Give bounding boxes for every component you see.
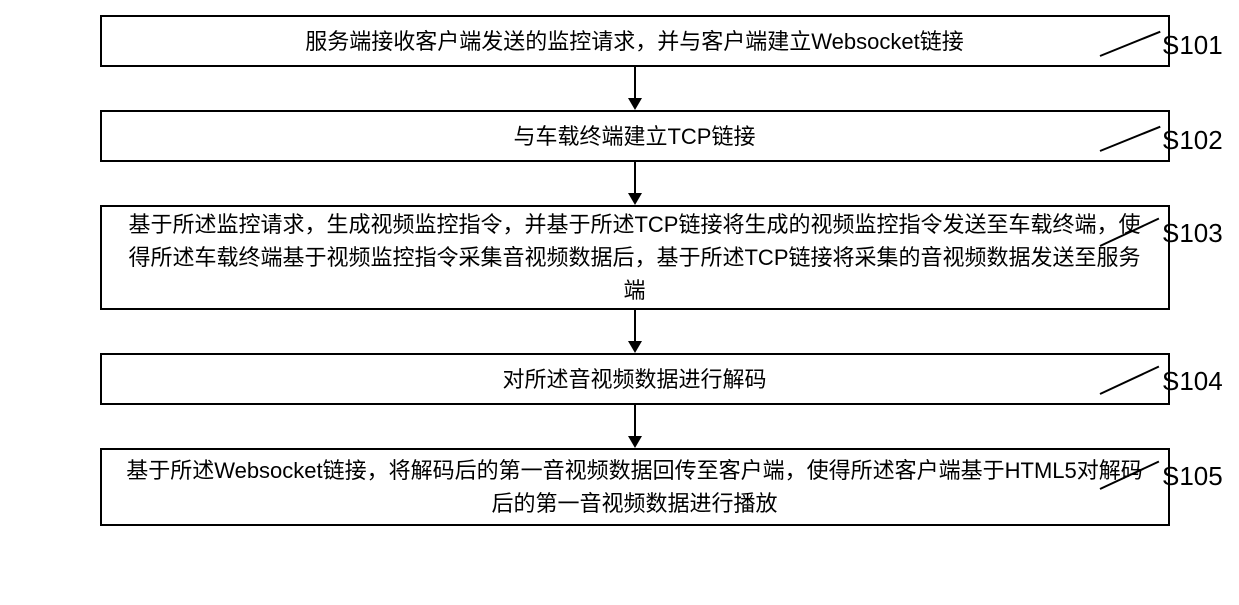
- step-label-s103: S103: [1162, 218, 1223, 249]
- step-box-s103: 基于所述监控请求，生成视频监控指令，并基于所述TCP链接将生成的视频监控指令发送…: [100, 205, 1170, 310]
- label-text: S103: [1162, 218, 1223, 248]
- step-box-s102: 与车载终端建立TCP链接: [100, 110, 1170, 162]
- arrow-line: [634, 67, 636, 99]
- step-box-s104: 对所述音视频数据进行解码: [100, 353, 1170, 405]
- label-text: S102: [1162, 125, 1223, 155]
- step-label-s105: S105: [1162, 461, 1223, 492]
- step-container-5: 基于所述Websocket链接，将解码后的第一音视频数据回传至客户端，使得所述客…: [0, 448, 1239, 526]
- step-container-2: 与车载终端建立TCP链接 S102: [0, 110, 1239, 162]
- arrow-1: [628, 67, 642, 110]
- arrow-2: [628, 162, 642, 205]
- arrow-line: [634, 310, 636, 342]
- step-container-1: 服务端接收客户端发送的监控请求，并与客户端建立Websocket链接 S101: [0, 15, 1239, 67]
- step-text: 与车载终端建立TCP链接: [513, 120, 755, 153]
- flowchart-container: 服务端接收客户端发送的监控请求，并与客户端建立Websocket链接 S101 …: [0, 0, 1239, 526]
- arrow-line: [634, 162, 636, 194]
- label-text: S101: [1162, 30, 1223, 60]
- label-text: S105: [1162, 461, 1223, 491]
- step-box-s101: 服务端接收客户端发送的监控请求，并与客户端建立Websocket链接: [100, 15, 1170, 67]
- step-label-s104: S104: [1162, 366, 1223, 397]
- step-text: 服务端接收客户端发送的监控请求，并与客户端建立Websocket链接: [305, 25, 963, 58]
- arrow-line: [634, 405, 636, 437]
- step-label-s101: S101: [1162, 30, 1223, 61]
- arrow-head: [628, 193, 642, 205]
- step-box-s105: 基于所述Websocket链接，将解码后的第一音视频数据回传至客户端，使得所述客…: [100, 448, 1170, 526]
- step-label-s102: S102: [1162, 125, 1223, 156]
- step-text: 基于所述Websocket链接，将解码后的第一音视频数据回传至客户端，使得所述客…: [122, 454, 1148, 520]
- step-text: 基于所述监控请求，生成视频监控指令，并基于所述TCP链接将生成的视频监控指令发送…: [122, 208, 1148, 307]
- arrow-3: [628, 310, 642, 353]
- step-container-4: 对所述音视频数据进行解码 S104: [0, 353, 1239, 405]
- arrow-head: [628, 436, 642, 448]
- arrow-4: [628, 405, 642, 448]
- step-container-3: 基于所述监控请求，生成视频监控指令，并基于所述TCP链接将生成的视频监控指令发送…: [0, 205, 1239, 310]
- step-text: 对所述音视频数据进行解码: [502, 363, 766, 396]
- arrow-head: [628, 98, 642, 110]
- arrow-head: [628, 341, 642, 353]
- label-text: S104: [1162, 366, 1223, 396]
